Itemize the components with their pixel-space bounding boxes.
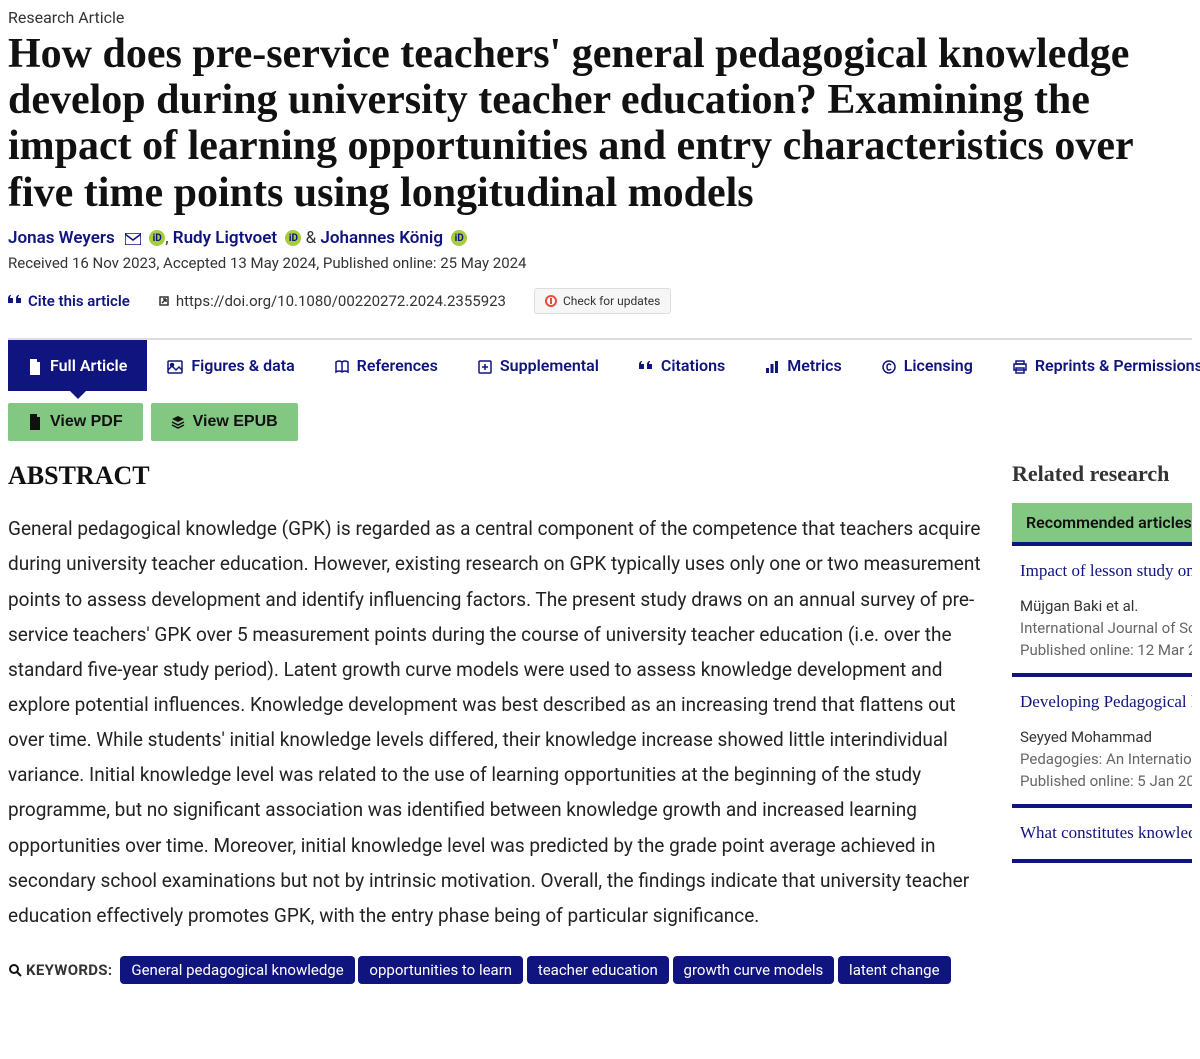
abstract-text: General pedagogical knowledge (GPK) is r… [8, 511, 982, 933]
related-article: Impact of lesson study on teachers' math… [1012, 546, 1192, 677]
keyword-tag[interactable]: latent change [838, 956, 951, 984]
book-icon [335, 356, 349, 375]
related-author: Müjgan Baki et al. [1020, 597, 1184, 615]
author-link[interactable]: Jonas Weyers [8, 228, 115, 248]
doi-link[interactable]: https://doi.org/10.1080/00220272.2024.23… [158, 292, 506, 310]
publication-dates: Received 16 Nov 2023, Accepted 13 May 20… [8, 254, 1192, 272]
abstract-heading: ABSTRACT [8, 461, 982, 491]
related-journal: International Journal of Science and Tec… [1020, 619, 1184, 637]
tab-figures-data[interactable]: Figures & data [147, 340, 314, 391]
tab-bar: Full ArticleFigures & dataReferencesSupp… [8, 340, 1192, 391]
quote-icon [639, 356, 653, 375]
check-updates-button[interactable]: Check for updates [534, 288, 671, 314]
view-epub-button[interactable]: View EPUB [151, 403, 298, 441]
copyright-icon [882, 356, 896, 375]
related-article-link[interactable]: Developing Pedagogical knowledge through… [1020, 691, 1184, 714]
related-article: Developing Pedagogical knowledge through… [1012, 677, 1192, 808]
mail-icon[interactable] [125, 228, 141, 248]
author-link[interactable]: Johannes König [320, 228, 443, 248]
author-link[interactable]: Rudy Ligtvoet [173, 228, 277, 248]
image-icon [167, 356, 183, 375]
article-title: How does pre-service teachers' general p… [8, 31, 1192, 216]
author-list: Jonas Weyers iD, Rudy Ligtvoet iD & Joha… [8, 228, 1192, 249]
keyword-tag[interactable]: opportunities to learn [358, 956, 523, 984]
keyword-tag[interactable]: General pedagogical knowledge [120, 956, 354, 984]
print-icon [1013, 356, 1027, 375]
cite-article-button[interactable]: Cite this article [8, 292, 130, 310]
tab-full-article[interactable]: Full Article [8, 340, 147, 391]
related-heading: Related research [1012, 461, 1192, 487]
orcid-icon[interactable]: iD [451, 230, 467, 246]
related-article: What constitutes knowledge and learning:… [1012, 808, 1192, 863]
related-author: Seyyed Mohammad [1020, 728, 1184, 746]
orcid-icon[interactable]: iD [285, 230, 301, 246]
plus-square-icon [478, 356, 492, 375]
tab-metrics[interactable]: Metrics [745, 340, 861, 391]
related-pub-date: Published online: 12 Mar 2024 [1020, 641, 1184, 659]
tab-reprints-permissions[interactable]: Reprints & Permissions [993, 340, 1200, 391]
layers-icon [171, 413, 185, 431]
related-article-link[interactable]: What constitutes knowledge and learning:… [1020, 822, 1184, 845]
related-journal: Pedagogies: An International [1020, 750, 1184, 768]
keywords-label: KEYWORDS: [8, 961, 112, 979]
related-article-link[interactable]: Impact of lesson study on teachers' math… [1020, 560, 1184, 583]
view-pdf-button[interactable]: View PDF [8, 403, 143, 441]
recommended-tab[interactable]: Recommended articles [1012, 503, 1192, 546]
bars-icon [765, 356, 779, 375]
tab-citations[interactable]: Citations [619, 340, 745, 391]
orcid-icon[interactable]: iD [149, 230, 165, 246]
file-icon [28, 413, 42, 431]
file-icon [28, 356, 42, 375]
tab-supplemental[interactable]: Supplemental [458, 340, 619, 391]
tab-licensing[interactable]: Licensing [862, 340, 993, 391]
article-type: Research Article [8, 8, 1192, 27]
related-pub-date: Published online: 5 Jan 2024 [1020, 772, 1184, 790]
tab-references[interactable]: References [315, 340, 458, 391]
crossmark-icon [545, 295, 557, 307]
keyword-tag[interactable]: teacher education [527, 956, 669, 984]
keyword-tag[interactable]: growth curve models [673, 956, 835, 984]
